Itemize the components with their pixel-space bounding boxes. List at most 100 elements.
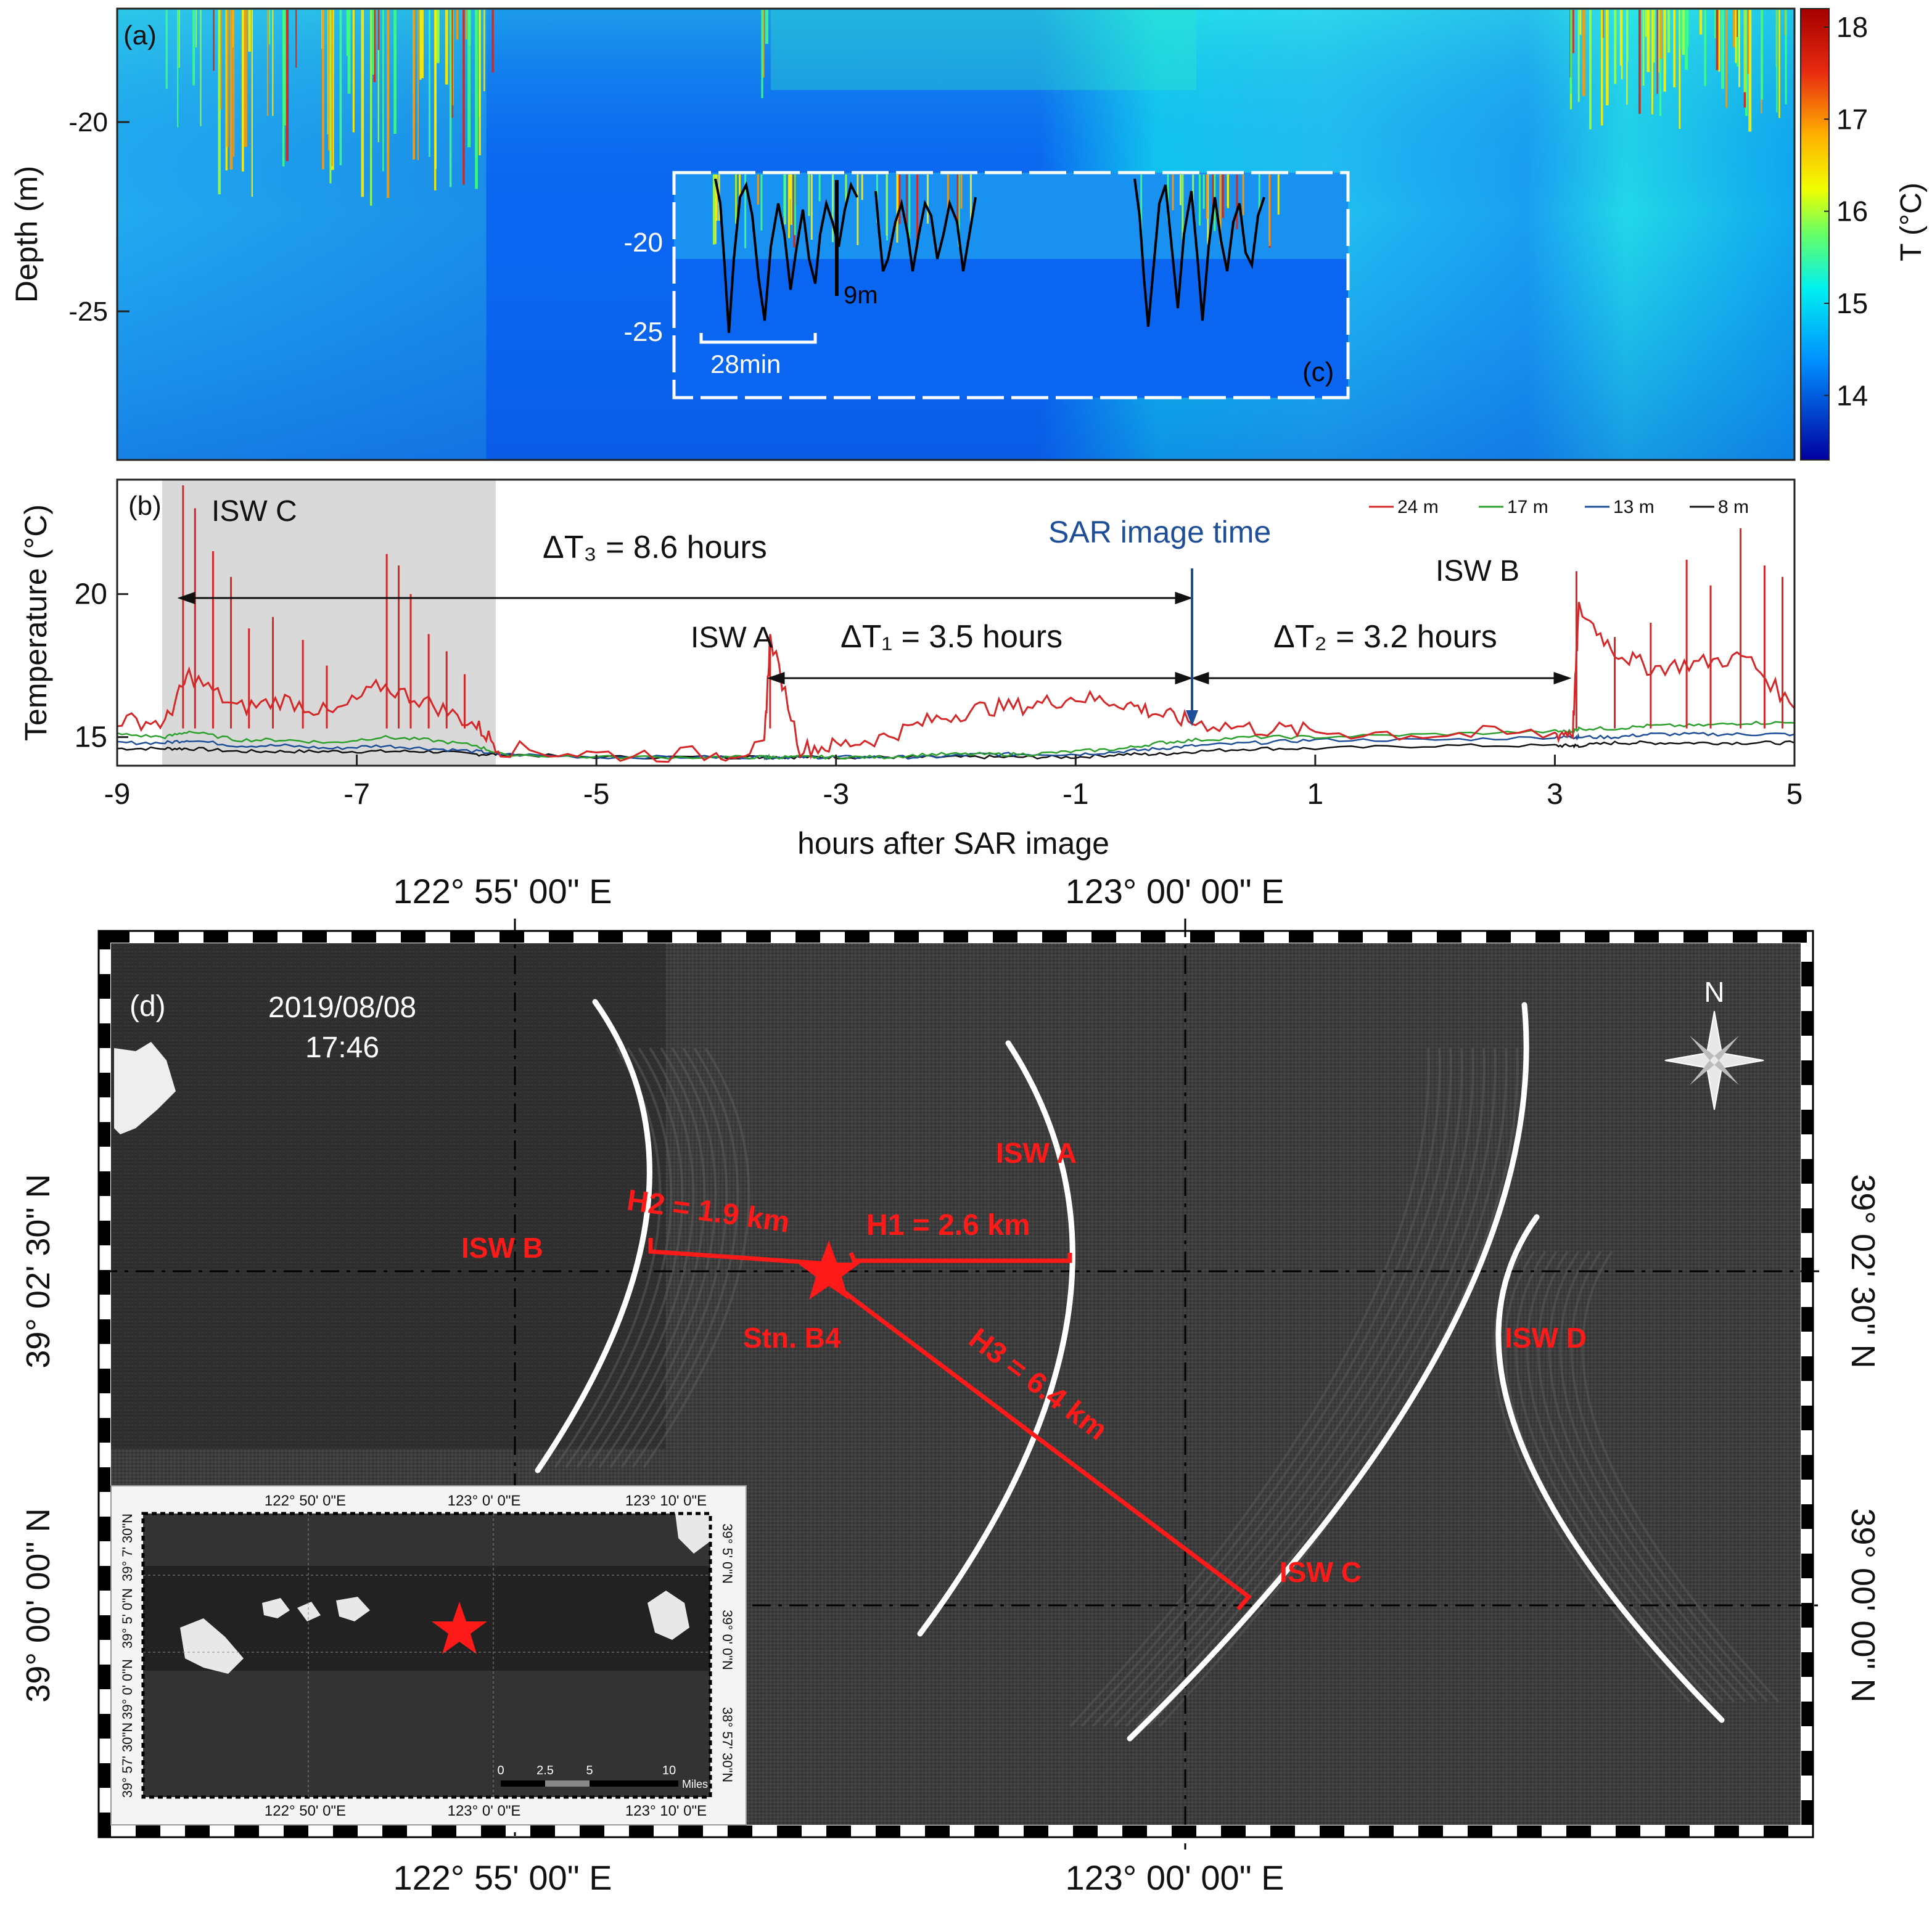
- compass-rose-icon: [1664, 1010, 1764, 1110]
- xtick-label: -1: [1063, 778, 1089, 811]
- ripple-d: [1548, 1250, 1746, 1703]
- heatmap-frame: [116, 7, 1796, 461]
- series-line-24m: [117, 602, 1796, 763]
- inset-c-label: (c): [1302, 357, 1334, 387]
- inset-c-duration-label: 28min: [710, 350, 781, 379]
- xtick-label: 3: [1547, 778, 1563, 811]
- isw-d-crest: [1495, 1214, 1725, 1723]
- isw-c-crest: [1127, 1002, 1529, 1742]
- overview-island-3: [297, 1602, 321, 1621]
- panel-d: (d) 2019/08/08 17:46 N ISW A ISW B ISW C…: [20, 872, 1881, 1897]
- ytick-label: 15: [75, 721, 107, 754]
- panel-b-ylabel: Temperature (°C): [18, 504, 53, 741]
- overview-inset: 122° 50' 0"E 123° 0' 0"E 123° 10' 0"E 12…: [110, 1485, 747, 1825]
- overview-lon-bottom: 122° 50' 0"E: [265, 1803, 346, 1819]
- image-date: 2019/08/08: [268, 991, 416, 1024]
- image-time: 17:46: [305, 1031, 379, 1064]
- xtick-label: -7: [343, 778, 370, 811]
- overview-lon-top: 123° 0' 0"E: [448, 1493, 521, 1509]
- overview-lon-top: 122° 50' 0"E: [265, 1493, 346, 1509]
- ripple-b: [565, 1047, 673, 1469]
- isw-d-label: ISW D: [1505, 1322, 1587, 1354]
- overview-graticule: [143, 1514, 710, 1797]
- inset-c-isotherm-2: [874, 190, 977, 272]
- temperature-series: [117, 485, 1796, 763]
- ripple-b: [631, 1047, 739, 1469]
- ripple-d: [1526, 1250, 1724, 1703]
- colorbar-label: T (°C): [1895, 182, 1928, 261]
- legend: 24 m 17 m 13 m 8 m: [1369, 497, 1749, 517]
- overview-lon-bottom: 123° 0' 0"E: [448, 1803, 521, 1819]
- overview-lon-top: 123° 10' 0"E: [625, 1493, 707, 1509]
- inset-c-amplitude-label: 9m: [844, 282, 878, 309]
- panel-a: (a) Depth (m) -20 -25 -20 -25 9m 28min (…: [9, 7, 1928, 461]
- sar-dark-region: [111, 943, 666, 1449]
- dt3-arrowhead-right: [1175, 591, 1193, 605]
- scale-tick: 2.5: [536, 1764, 554, 1777]
- ripple-c: [1114, 1047, 1474, 1727]
- isw-c-label: ISW C: [1280, 1556, 1362, 1588]
- overview-lat-left: 39° 7' 30"N: [120, 1514, 135, 1581]
- colorbar-tick-label: 14: [1836, 379, 1868, 411]
- lon-label-top-1: 122° 55' 00" E: [393, 872, 612, 911]
- isw-b-label: ISW B: [461, 1232, 543, 1264]
- h2-line: [648, 1238, 830, 1266]
- internal-wave-ripples: [554, 1047, 1780, 1727]
- ripple-c: [1125, 1047, 1486, 1727]
- overview-scale-bar: 0 2.5 5 10 Miles: [497, 1764, 708, 1790]
- interval-arrows: [177, 591, 1572, 685]
- isw-b-crest: [535, 999, 652, 1473]
- legend-label: 13 m: [1613, 497, 1655, 517]
- overview-lat-right: 39° 0' 0"N: [720, 1610, 735, 1670]
- isw-b-annotation: ISW B: [1436, 555, 1519, 588]
- panel-a-ytick: -25: [68, 297, 108, 327]
- colorbar-ticks: 18 17 16 15 14: [1824, 11, 1868, 411]
- h1-label: H1 = 2.6 km: [866, 1209, 1030, 1242]
- ripple-d: [1570, 1250, 1769, 1703]
- inset-c: -20 -25 9m 28min (c): [623, 171, 1350, 399]
- scale-segment: [590, 1780, 678, 1787]
- dt3-annotation: ΔT₃ = 8.6 hours: [543, 530, 767, 565]
- ripple-b: [643, 1047, 750, 1469]
- legend-label: 8 m: [1718, 497, 1749, 517]
- panel-b-xlabel: hours after SAR image: [797, 826, 1109, 861]
- north-label: N: [1704, 976, 1724, 1008]
- overview-lat-left: 39° 57' 30"N: [120, 1723, 135, 1798]
- panel-d-label: (d): [129, 990, 166, 1023]
- dt2-annotation: ΔT₂ = 3.2 hours: [1273, 619, 1497, 655]
- dt1-arrowhead-right: [1175, 671, 1193, 685]
- scale-segment: [545, 1780, 590, 1787]
- scale-segment: [501, 1780, 545, 1787]
- ripple-d: [1537, 1250, 1735, 1703]
- colorbar-tick-label: 18: [1836, 11, 1868, 43]
- overview-lat-left: 39° 0' 0"N: [120, 1659, 135, 1719]
- colorbar: 18 17 16 15 14 T (°C): [1800, 8, 1928, 461]
- colorbar-gradient: [1800, 8, 1830, 461]
- lat-label-left-2: 39° 00' 00" N: [20, 1508, 57, 1702]
- xtick-label: -3: [823, 778, 849, 811]
- overview-island-5: [647, 1591, 689, 1640]
- heatmap-warm-layer: [771, 10, 1196, 90]
- dt1-annotation: ΔT₁ = 3.5 hours: [841, 619, 1063, 655]
- ripple-b: [587, 1047, 695, 1469]
- inset-c-ytick: -25: [623, 317, 663, 347]
- ripple-c: [1080, 1047, 1441, 1727]
- lon-label-bottom-2: 123° 00' 00" E: [1065, 1858, 1284, 1897]
- inset-c-isotherm-3: [1133, 178, 1265, 327]
- xtick-label: -9: [104, 778, 131, 811]
- legend-label: 17 m: [1507, 497, 1548, 517]
- lon-label-bottom-1: 122° 55' 00" E: [393, 1858, 612, 1897]
- panel-a-ylabel: Depth (m): [9, 166, 44, 303]
- panel-a-ytick: -20: [68, 107, 108, 137]
- overview-lat-left: 39° 5' 0"N: [120, 1588, 135, 1649]
- colorbar-tick-label: 16: [1836, 195, 1868, 227]
- legend-label: 24 m: [1397, 497, 1439, 517]
- isw-a-label: ISW A: [996, 1137, 1077, 1169]
- scale-tick: 10: [662, 1764, 676, 1777]
- series-line-17m: [117, 720, 1795, 760]
- lon-label-top-2: 123° 00' 00" E: [1065, 872, 1284, 911]
- ripple-d: [1515, 1250, 1713, 1703]
